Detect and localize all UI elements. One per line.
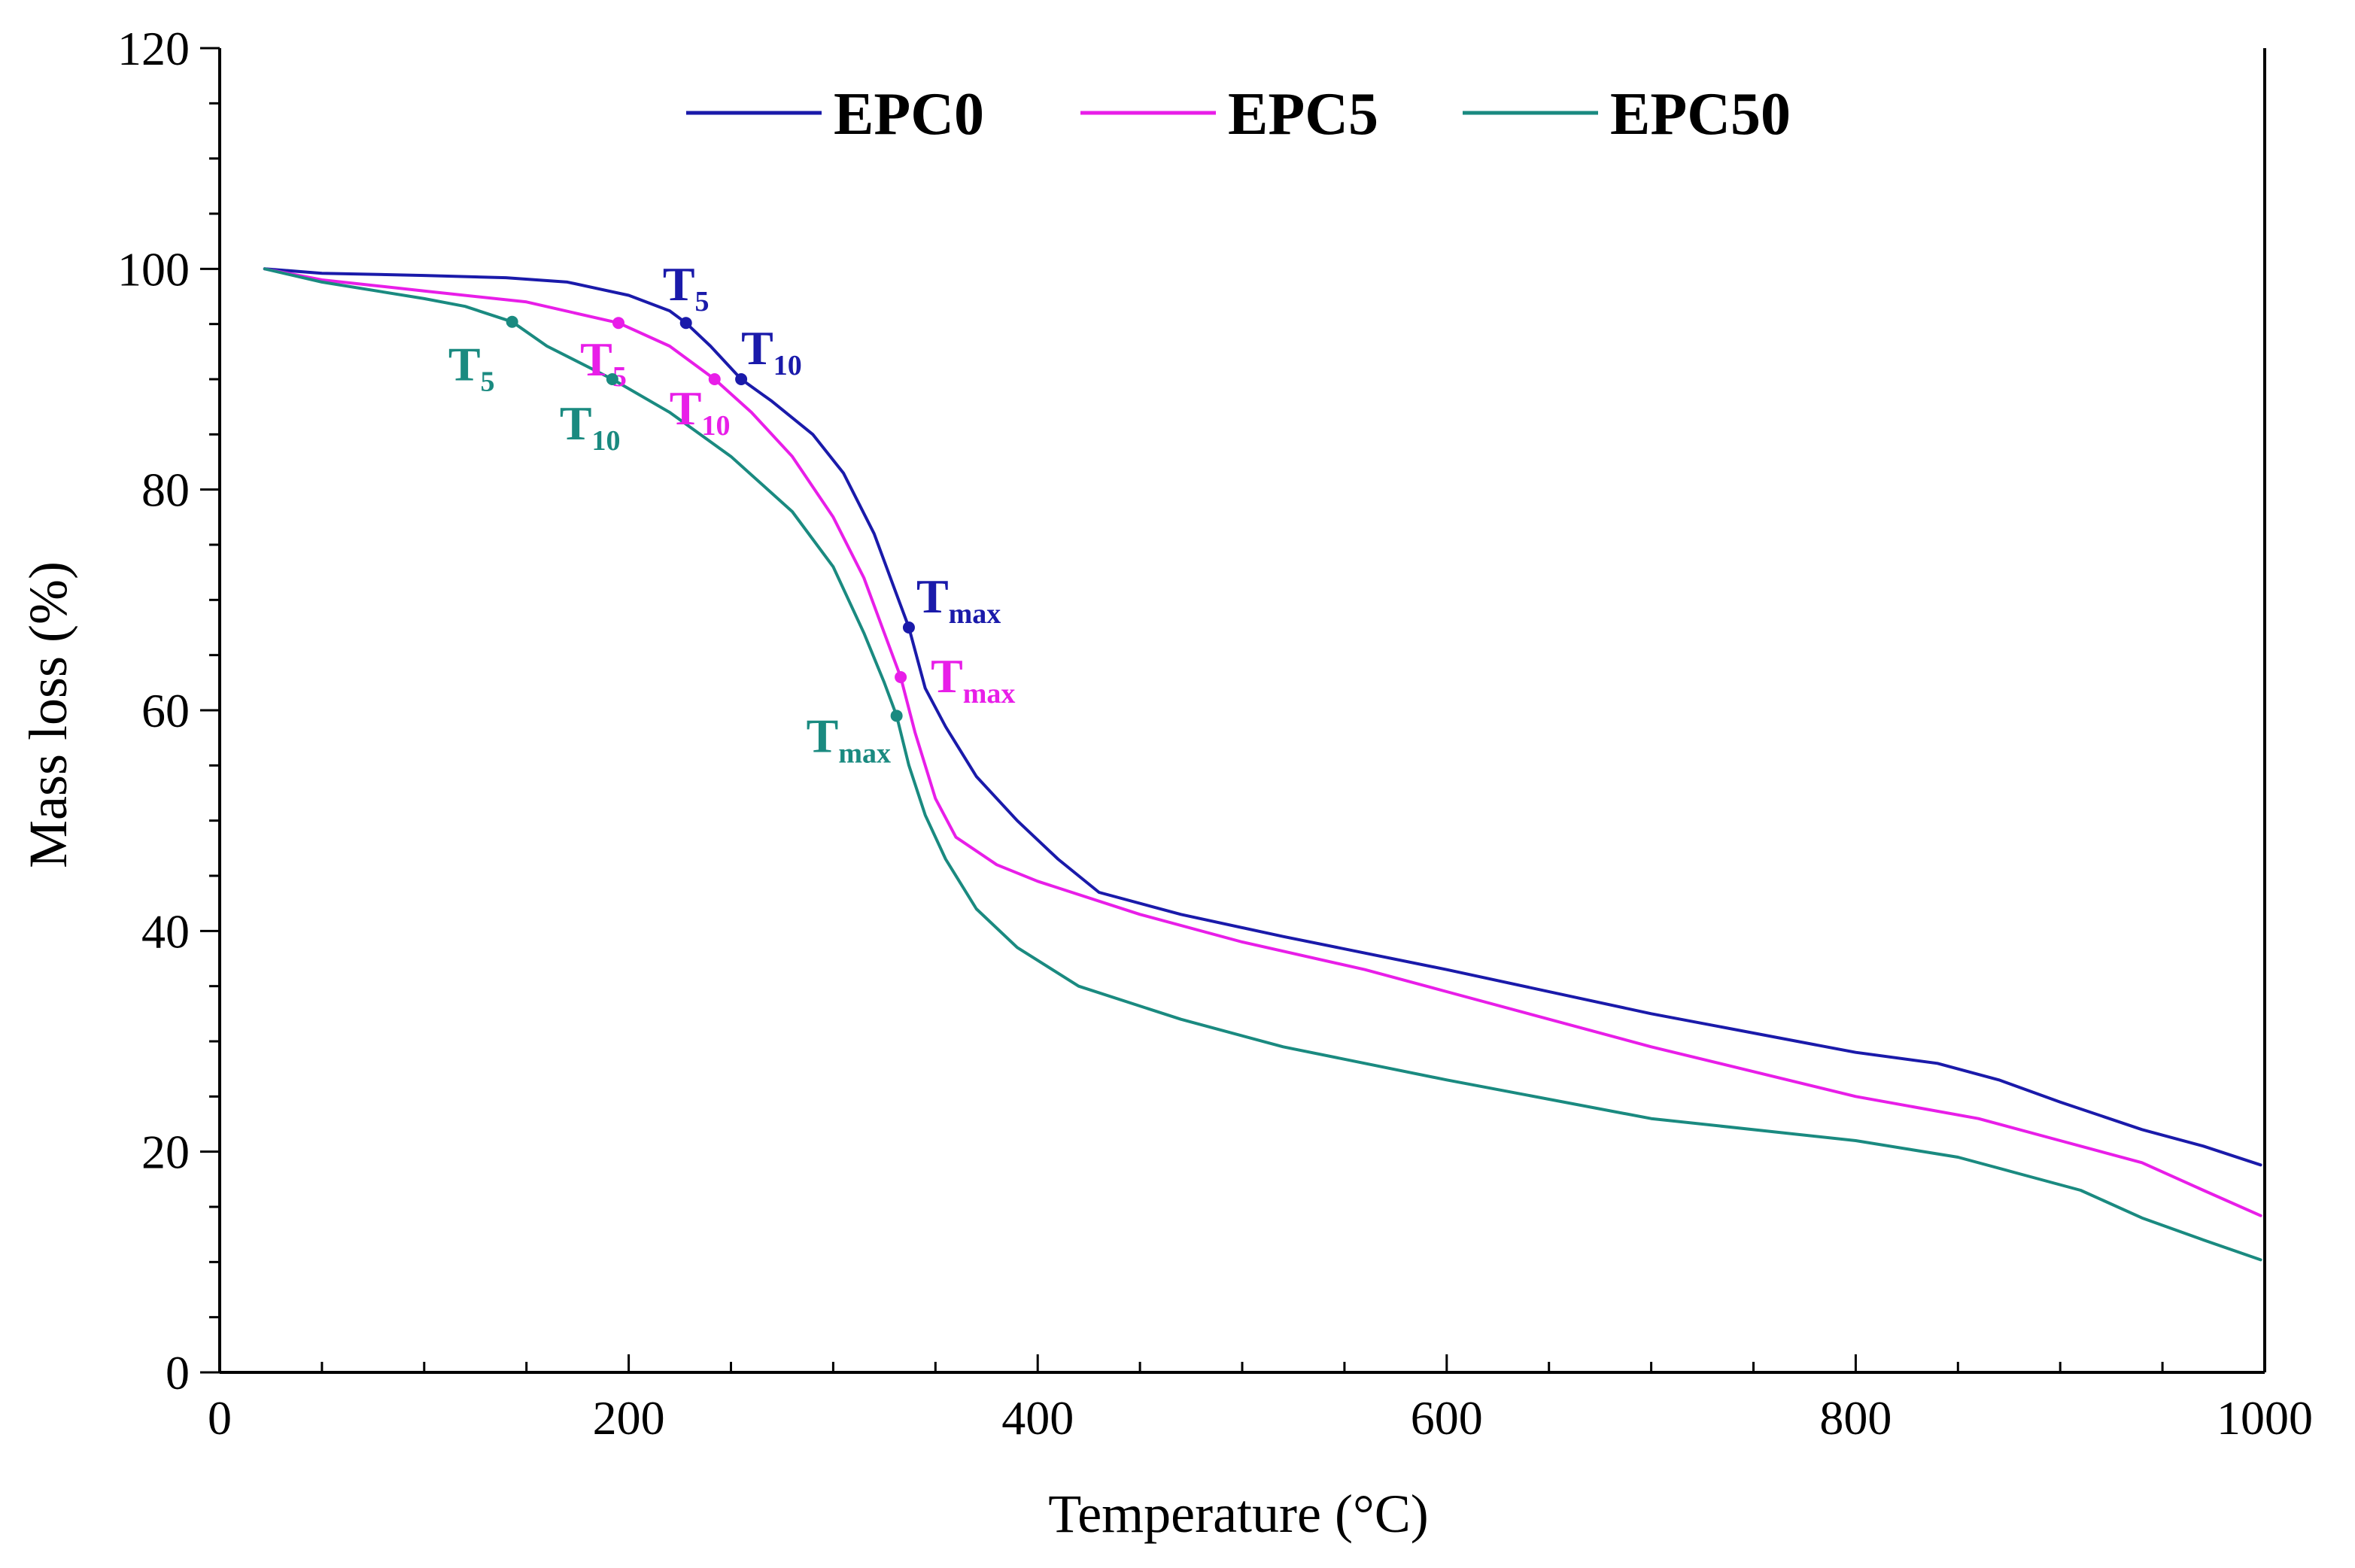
annotation-marker	[506, 315, 518, 328]
annotation-label: T5	[580, 333, 627, 393]
y-tick-label: 20	[141, 1126, 190, 1179]
annotation-marker	[902, 621, 915, 634]
annotation-marker	[679, 317, 692, 330]
annotation-label: T5	[663, 257, 710, 318]
legend-label-epc0: EPC0	[834, 81, 984, 147]
annotation-label: Tmax	[931, 649, 1015, 710]
x-tick-label: 1000	[2217, 1391, 2313, 1445]
y-tick-label: 120	[117, 22, 190, 75]
y-tick-label: 60	[141, 684, 190, 737]
y-tick-label: 0	[166, 1346, 190, 1399]
annotation-label: T5	[448, 338, 495, 398]
series-line-epc5	[263, 267, 2262, 1217]
annotation-marker	[895, 671, 907, 683]
annotation-marker	[890, 710, 903, 722]
annotation-marker	[735, 373, 748, 385]
legend-label-epc5: EPC5	[1228, 81, 1378, 147]
series-line-epc50	[263, 267, 2262, 1262]
x-tick-label: 400	[1001, 1391, 1074, 1445]
annotation-marker	[708, 373, 721, 385]
annotation-label: T10	[741, 321, 802, 381]
annotation-label: Tmax	[807, 709, 891, 769]
annotation-marker	[612, 317, 625, 330]
series-line-epc0	[263, 267, 2262, 1167]
y-axis-label: Mass loss (%)	[18, 561, 78, 868]
x-tick-label: 200	[593, 1391, 665, 1445]
x-axis-label: Temperature (°C)	[1048, 1484, 1429, 1544]
x-tick-label: 0	[208, 1391, 232, 1445]
annotation-label: Tmax	[916, 570, 1001, 630]
legend-label-epc50: EPC50	[1610, 81, 1791, 147]
y-tick-label: 100	[117, 242, 190, 296]
series-lines	[263, 267, 2262, 1262]
annotation-label: T10	[560, 397, 621, 457]
annotation-marker	[606, 373, 618, 385]
y-tick-label: 40	[141, 904, 190, 958]
x-tick-label: 800	[1819, 1391, 1892, 1445]
annotation-label: T10	[670, 381, 731, 442]
x-tick-label: 600	[1411, 1391, 1483, 1445]
legend: EPC0 EPC5 EPC50	[686, 81, 1791, 147]
axes: 0 200 400 600 800 1000 0 20 40 60 80 100 120	[117, 22, 2313, 1445]
y-tick-label: 80	[141, 463, 190, 517]
